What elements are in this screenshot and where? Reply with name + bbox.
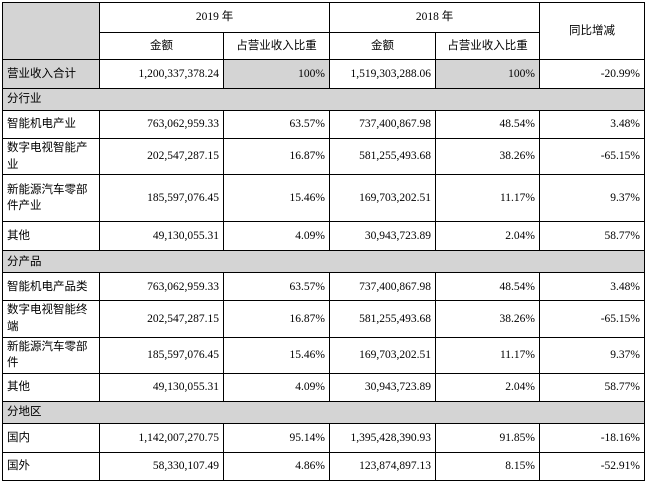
yoy-cell: -52.91%	[539, 452, 645, 481]
amount-2019-cell: 185,597,076.45	[99, 174, 224, 223]
table-row: 国内 1,142,007,270.75 95.14% 1,395,428,390…	[2, 423, 645, 454]
ratio-2018-cell: 48.54%	[435, 272, 540, 302]
row-label-cell: 其他	[2, 221, 100, 252]
amount-2018-cell: 123,874,897.13	[329, 452, 436, 481]
ratio-2018-cell: 11.17%	[435, 336, 540, 375]
corner-cell	[2, 2, 100, 60]
amount-2019-cell: 49,130,055.31	[99, 221, 224, 252]
table-row: 国外 58,330,107.49 4.86% 123,874,897.13 8.…	[2, 452, 645, 481]
ratio-2019-cell: 4.09%	[223, 373, 330, 403]
yoy-cell: 9.37%	[539, 174, 645, 223]
row-label-cell: 国外	[2, 452, 100, 481]
amount-2019-cell: 202,547,287.15	[99, 137, 224, 176]
amount-2018-cell: 581,255,493.68	[329, 300, 436, 338]
yoy-cell: 58.77%	[539, 373, 645, 403]
amount-2018-cell: 737,400,867.98	[329, 272, 436, 302]
table-row: 智能机电产业 763,062,959.33 63.57% 737,400,867…	[2, 110, 645, 139]
amount-2019-cell: 763,062,959.33	[99, 272, 224, 302]
amount-2018-cell: 1,519,303,288.06	[329, 59, 436, 89]
ratio-2018-cell: 91.85%	[435, 423, 540, 454]
amount-2018-cell: 581,255,493.68	[329, 137, 436, 176]
row-label-cell: 智能机电产业	[2, 110, 100, 139]
yoy-cell: -20.99%	[539, 59, 645, 89]
row-label-cell: 新能源汽车零部件产业	[2, 174, 100, 223]
yoy-cell: -65.15%	[539, 300, 645, 338]
ratio-2018-cell: 8.15%	[435, 452, 540, 481]
table-row: 数字电视智能终端 202,547,287.15 16.87% 581,255,4…	[2, 300, 645, 338]
row-label-cell: 数字电视智能产业	[2, 137, 100, 176]
ratio-2018-cell: 48.54%	[435, 110, 540, 139]
year-2018-header: 2018 年	[329, 2, 540, 33]
section-title-cell: 分行业	[2, 88, 645, 111]
row-label-cell: 国内	[2, 423, 100, 454]
ratio-2019-cell: 4.09%	[223, 221, 330, 252]
ratio-2018-cell: 38.26%	[435, 300, 540, 338]
table-row: 智能机电产品类 763,062,959.33 63.57% 737,400,86…	[2, 272, 645, 302]
amount-2019-cell: 185,597,076.45	[99, 336, 224, 375]
table-row: 数字电视智能产业 202,547,287.15 16.87% 581,255,4…	[2, 137, 645, 176]
ratio-2019-cell: 15.46%	[223, 336, 330, 375]
ratio-2018-cell: 2.04%	[435, 221, 540, 252]
ratio-2019-cell: 63.57%	[223, 110, 330, 139]
amount-2018-cell: 30,943,723.89	[329, 221, 436, 252]
header-row-metrics: 金额 占营业收入比重 金额 占营业收入比重	[3, 32, 645, 60]
section-title-cell: 分地区	[2, 401, 645, 425]
year-2019-header: 2019 年	[99, 2, 330, 33]
total-row: 营业收入合计 1,200,337,378.24 100% 1,519,303,2…	[2, 59, 645, 89]
amount-2019-cell: 58,330,107.49	[99, 452, 224, 481]
amount-2019-cell: 763,062,959.33	[99, 110, 224, 139]
ratio-2019-cell: 4.86%	[223, 452, 330, 481]
amount-2019-cell: 1,200,337,378.24	[99, 59, 224, 89]
table-row: 新能源汽车零部件 185,597,076.45 15.46% 169,703,2…	[2, 336, 645, 375]
ratio-2019-cell: 95.14%	[223, 423, 330, 454]
row-label-cell: 智能机电产品类	[2, 272, 100, 302]
row-label-cell: 其他	[2, 373, 100, 403]
amount-2019-header: 金额	[99, 32, 224, 60]
row-label-cell: 新能源汽车零部件	[2, 336, 100, 375]
ratio-2018-cell: 11.17%	[435, 174, 540, 223]
section-title-cell: 分产品	[2, 250, 645, 274]
ratio-2019-cell: 16.87%	[223, 300, 330, 338]
amount-2019-cell: 1,142,007,270.75	[99, 423, 224, 454]
amount-2018-cell: 169,703,202.51	[329, 336, 436, 375]
yoy-cell: 3.48%	[539, 110, 645, 139]
yoy-cell: 58.77%	[539, 221, 645, 252]
ratio-2019-cell: 16.87%	[223, 137, 330, 176]
table-row: 新能源汽车零部件产业 185,597,076.45 15.46% 169,703…	[2, 174, 645, 223]
header-row-years: 2019 年 2018 年 同比增减	[2, 2, 645, 60]
amount-2018-cell: 30,943,723.89	[329, 373, 436, 403]
table-row: 其他 49,130,055.31 4.09% 30,943,723.89 2.0…	[2, 373, 645, 403]
ratio-2018-cell: 38.26%	[435, 137, 540, 176]
section-header-row-product: 分产品	[2, 250, 645, 274]
amount-2018-header: 金额	[329, 32, 436, 60]
yoy-cell: -65.15%	[539, 137, 645, 176]
ratio-2019-cell: 15.46%	[223, 174, 330, 223]
amount-2018-cell: 169,703,202.51	[329, 174, 436, 223]
row-label-cell: 营业收入合计	[2, 59, 100, 89]
yoy-cell: 3.48%	[539, 272, 645, 302]
section-header-row-industry: 分行业	[2, 88, 645, 111]
ratio-2018-header: 占营业收入比重	[435, 32, 540, 60]
amount-2019-cell: 202,547,287.15	[99, 300, 224, 338]
yoy-cell: -18.16%	[539, 423, 645, 454]
ratio-2019-cell: 100%	[223, 59, 330, 89]
amount-2018-cell: 1,395,428,390.93	[329, 423, 436, 454]
ratio-2019-cell: 63.57%	[223, 272, 330, 302]
row-label-cell: 数字电视智能终端	[2, 300, 100, 338]
ratio-2018-cell: 2.04%	[435, 373, 540, 403]
amount-2019-cell: 49,130,055.31	[99, 373, 224, 403]
section-header-row-region: 分地区	[2, 401, 645, 425]
ratio-2018-cell: 100%	[435, 59, 540, 89]
yoy-cell: 9.37%	[539, 336, 645, 375]
amount-2018-cell: 737,400,867.98	[329, 110, 436, 139]
yoy-header: 同比增减	[539, 2, 645, 60]
ratio-2019-header: 占营业收入比重	[223, 32, 330, 60]
table-row: 其他 49,130,055.31 4.09% 30,943,723.89 2.0…	[2, 221, 645, 252]
